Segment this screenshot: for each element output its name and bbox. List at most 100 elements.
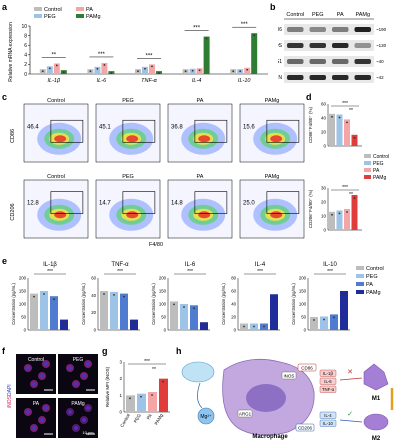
legend-label: PAMg (86, 14, 101, 20)
bar (100, 291, 108, 330)
data-point (151, 65, 153, 68)
cytokine-label: IL-1β (323, 371, 333, 376)
y-tick-label: 10 (321, 214, 327, 219)
subplot-title: IL-4 (255, 262, 266, 268)
image-label: PA (33, 401, 40, 407)
row2-ylabel: CD206 (10, 203, 16, 220)
y-tick-label: 0 (323, 144, 326, 149)
y-tick-label: 60 (91, 276, 96, 281)
nucleus (82, 418, 86, 422)
plot-title: Control (47, 98, 65, 104)
bar (137, 393, 146, 412)
y-tick-label: 0 (24, 328, 27, 333)
y-tick-label: 6 (24, 43, 27, 49)
bar (148, 392, 157, 412)
blot-band (309, 59, 326, 64)
y-tick-label: 20 (321, 130, 327, 135)
gate (122, 119, 156, 143)
bar (244, 67, 251, 74)
x-tick-label: IL-6 (97, 78, 107, 84)
density-red (126, 211, 139, 219)
blot-membrane (284, 24, 374, 35)
y-tick-label: 100 (159, 302, 167, 307)
y-tick-label: 0 (164, 328, 167, 333)
y-tick-label: 50 (21, 315, 26, 320)
blot-band (287, 27, 304, 32)
nucleus (86, 406, 90, 410)
mg-ion (197, 407, 215, 425)
bar (330, 314, 338, 330)
significance-label: *** (257, 269, 263, 275)
bar (320, 316, 328, 330)
data-point (331, 115, 333, 118)
cytokine-box (319, 385, 337, 393)
data-point (232, 70, 235, 73)
image-label: PAMg (71, 401, 84, 407)
data-point (246, 68, 249, 71)
nucleus (40, 418, 44, 422)
gate (122, 191, 156, 214)
y-tick-label: 60 (231, 289, 236, 294)
blot-row-label: ARG1 (278, 59, 282, 65)
cytokine-label: IL-4 (324, 413, 332, 418)
legend-label: Control (366, 266, 384, 272)
y-tick-label: 0 (323, 228, 326, 233)
plot-title: PA (197, 98, 204, 104)
significance-label: *** (144, 359, 150, 365)
data-point (343, 293, 345, 295)
significance-label: ** (349, 108, 353, 114)
blot-membrane (284, 72, 374, 83)
data-point (183, 306, 185, 308)
y-axis-label: Concentration (pg/mL) (81, 283, 86, 325)
nucleus (246, 384, 286, 412)
subplot-title: IL-1β (43, 262, 57, 268)
y-tick-label: 60 (321, 102, 327, 107)
gate-percent: 46.4 (27, 124, 39, 130)
gate-percent: 25.0 (243, 200, 255, 206)
bar (336, 114, 343, 146)
blot-membrane (284, 40, 374, 51)
data-point (162, 380, 164, 383)
arrow-m1 (339, 377, 363, 381)
data-point (198, 69, 201, 72)
significance-label: *** (98, 52, 106, 58)
x-tick-label: PEG (133, 413, 142, 424)
data-point (137, 70, 139, 73)
blot-band (332, 59, 349, 64)
legend-label: Control (373, 154, 389, 160)
panel-letter-e: e (2, 256, 8, 266)
legend-swatch (34, 7, 42, 11)
y-tick-label: 0 (24, 72, 27, 78)
bar (126, 395, 135, 412)
subplot-title: IL-10 (323, 262, 337, 268)
gate (50, 119, 84, 143)
plot-title: PEG (122, 174, 134, 180)
y-tick-label: 200 (19, 276, 27, 281)
bar (40, 291, 48, 330)
bar (110, 291, 118, 330)
y-tick-label: 100 (299, 302, 307, 307)
x-tick-label: PAMg (154, 413, 165, 426)
legend-swatch (356, 282, 364, 286)
y-tick-label: 150 (159, 289, 167, 294)
gate-percent: 12.8 (27, 200, 39, 206)
significance-label: *** (47, 269, 53, 275)
m2-label: M2 (372, 436, 381, 442)
blot-band (354, 27, 371, 32)
data-point (338, 212, 341, 215)
image-label: PEG (73, 357, 84, 363)
cytokine-label: IL-10 (323, 421, 333, 426)
y-tick-label: 40 (91, 293, 96, 298)
y-tick-label: 20 (321, 200, 327, 205)
y-tick-label: 40 (231, 302, 236, 307)
y-axis-label: Relative MFI (iNOS) (105, 366, 110, 407)
blot-band (354, 43, 371, 48)
legend-swatch (356, 290, 364, 294)
bar (120, 293, 128, 330)
data-point (346, 211, 348, 213)
bar (30, 293, 38, 330)
y-tick-label: 0 (119, 410, 122, 415)
